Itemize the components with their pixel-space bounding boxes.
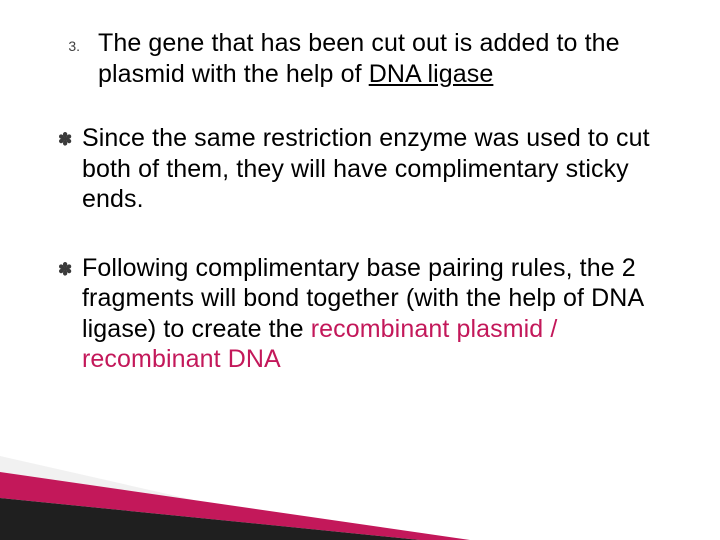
wedge-pink	[0, 472, 470, 540]
list-marker-bullet: ✽	[58, 123, 72, 150]
list-text: Following complimentary base pairing rul…	[82, 253, 662, 375]
text-run: The gene that has been cut out is added …	[98, 29, 620, 88]
list-item-1: 3. The gene that has been cut out is add…	[58, 28, 662, 89]
list-item-3: ✽ Following complimentary base pairing r…	[58, 253, 662, 375]
slide: 3. The gene that has been cut out is add…	[0, 0, 720, 540]
text-run-underline: DNA ligase	[369, 60, 494, 88]
wedge-light	[0, 456, 370, 540]
list-text: The gene that has been cut out is added …	[98, 28, 662, 89]
list-text: Since the same restriction enzyme was us…	[82, 123, 662, 215]
list-marker-number: 3.	[58, 28, 80, 54]
text-run: Since the same restriction enzyme was us…	[82, 124, 650, 213]
wedge-dark	[0, 498, 420, 540]
list-item-2: ✽ Since the same restriction enzyme was …	[58, 123, 662, 215]
corner-wedge-decoration	[0, 420, 720, 540]
list-marker-bullet: ✽	[58, 253, 72, 280]
